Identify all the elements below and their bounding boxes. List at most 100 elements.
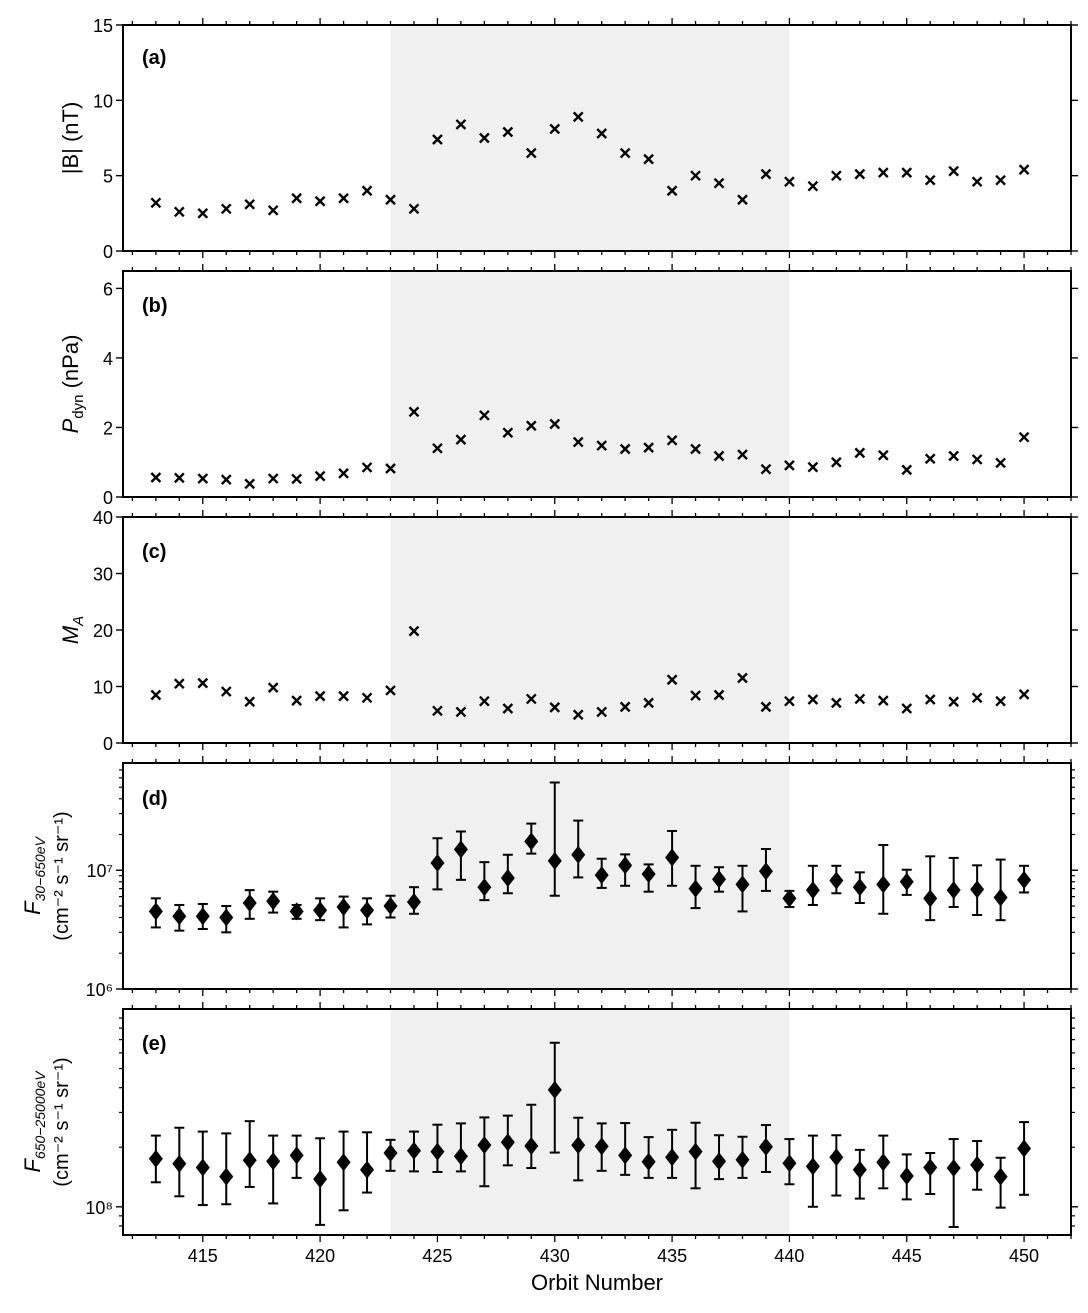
data-point-x bbox=[596, 706, 608, 718]
data-point-x bbox=[479, 695, 490, 707]
data-point-diamond bbox=[758, 862, 773, 881]
y-tick-label: 6 bbox=[103, 279, 113, 299]
data-point-x bbox=[596, 128, 608, 139]
data-point-x bbox=[549, 123, 561, 135]
y-ticks: 10⁶ 10⁷ bbox=[86, 769, 1078, 1000]
data-point-x bbox=[877, 695, 889, 706]
data-point-x bbox=[525, 420, 537, 432]
y-axis-unit-text: (cm⁻² s⁻¹ sr⁻¹) bbox=[51, 1057, 73, 1186]
data-point-x bbox=[361, 692, 373, 704]
data-point-x bbox=[948, 696, 960, 708]
data-point-diamond bbox=[336, 1153, 351, 1172]
y-tick-label: 20 bbox=[93, 621, 113, 641]
y-axis-label-text: Pdyn (nPa) bbox=[58, 335, 87, 434]
data-point-diamond bbox=[899, 1167, 914, 1186]
data-point-x bbox=[760, 701, 772, 713]
data-point-diamond bbox=[899, 872, 914, 891]
data-point-x bbox=[784, 695, 795, 707]
data-point-x bbox=[455, 706, 467, 718]
y-tick-label: 10⁶ bbox=[86, 980, 113, 1000]
data-point-x bbox=[666, 434, 678, 446]
y-axis-label: F30−650eV (cm⁻² s⁻¹ sr⁻¹) bbox=[20, 811, 73, 940]
y-axis-unit-text: (cm⁻² s⁻¹ sr⁻¹) bbox=[51, 811, 73, 940]
data-point-x bbox=[666, 674, 678, 686]
data-point-x bbox=[361, 185, 373, 197]
panel-frame bbox=[122, 516, 1072, 744]
data-point-x bbox=[737, 672, 748, 684]
y-tick-label: 10 bbox=[93, 91, 113, 111]
panel-frame bbox=[122, 762, 1072, 990]
data-point-x bbox=[314, 195, 326, 207]
y-axis-label: Pdyn (nPa) bbox=[58, 335, 87, 434]
data-series bbox=[150, 625, 1030, 721]
data-point-x bbox=[713, 450, 725, 462]
y-tick-label: 30 bbox=[93, 565, 113, 585]
data-point-diamond bbox=[336, 898, 351, 917]
data-point-x bbox=[971, 176, 983, 188]
data-point-diamond bbox=[594, 1137, 609, 1156]
data-point-x bbox=[619, 701, 631, 713]
data-point-diamond bbox=[266, 1152, 281, 1171]
data-point-x bbox=[220, 474, 232, 485]
data-point-diamond bbox=[219, 908, 234, 927]
data-point-diamond bbox=[829, 1148, 844, 1167]
data-point-diamond bbox=[360, 1160, 375, 1179]
data-point-x bbox=[666, 185, 678, 197]
data-point-diamond bbox=[1017, 870, 1032, 889]
data-point-x bbox=[291, 473, 302, 485]
y-tick-label: 2 bbox=[103, 418, 113, 438]
panel-c: 0 10 20 30 40 (c) MA bbox=[58, 508, 1078, 754]
data-point-x bbox=[408, 625, 420, 637]
data-point-diamond bbox=[735, 875, 750, 894]
data-point-x bbox=[807, 180, 819, 192]
y-tick-label: 10 bbox=[93, 678, 113, 698]
data-point-diamond bbox=[571, 1136, 586, 1155]
data-point-x bbox=[291, 695, 302, 706]
panel-e: 10⁸ 415 420 425 430 435 440 445 450 (e) F650−25000… bbox=[20, 1002, 1078, 1266]
data-point-x bbox=[314, 690, 326, 702]
data-point-x bbox=[408, 406, 420, 418]
data-point-x bbox=[901, 167, 913, 179]
data-point-x bbox=[572, 111, 584, 123]
data-point-diamond bbox=[946, 1159, 961, 1178]
data-point-x bbox=[619, 147, 631, 159]
data-point-x bbox=[432, 442, 443, 454]
y-tick-label: 0 bbox=[103, 242, 113, 262]
y-axis-label: |B| (nT) bbox=[58, 102, 83, 175]
data-point-x bbox=[549, 418, 561, 430]
y-ticks: 0 2 4 6 bbox=[103, 279, 1078, 508]
x-tick-label: 430 bbox=[540, 1246, 570, 1266]
data-series bbox=[150, 111, 1030, 219]
panel-label: (e) bbox=[142, 1033, 166, 1055]
data-point-diamond bbox=[289, 902, 304, 921]
data-point-x bbox=[690, 443, 701, 455]
shaded-region bbox=[390, 517, 790, 743]
data-series bbox=[148, 1041, 1032, 1229]
data-point-x bbox=[455, 119, 467, 130]
data-point-x bbox=[432, 134, 443, 145]
data-point-diamond bbox=[594, 866, 609, 885]
x-tick-label: 440 bbox=[774, 1246, 804, 1266]
data-point-x bbox=[314, 470, 326, 482]
y-tick-label: 40 bbox=[93, 508, 113, 528]
data-point-x bbox=[385, 194, 396, 206]
data-point-diamond bbox=[923, 889, 938, 908]
data-point-x bbox=[737, 194, 748, 206]
data-point-diamond bbox=[453, 1147, 468, 1166]
data-point-x bbox=[220, 203, 232, 215]
panel-label: (d) bbox=[142, 788, 168, 810]
y-axis-label-text: |B| (nT) bbox=[58, 102, 83, 175]
data-point-diamond bbox=[805, 881, 820, 900]
data-point-x bbox=[173, 472, 185, 484]
data-point-x bbox=[830, 697, 842, 709]
data-point-diamond bbox=[782, 1154, 797, 1173]
data-point-x bbox=[479, 409, 490, 421]
data-point-x bbox=[643, 442, 654, 453]
panels-group: 0 5 10 15 (a) |B| (nT) 0 2 4 6 (b) Pdyn (nPa) 0 10 20 3… bbox=[20, 16, 1078, 1266]
data-series bbox=[148, 781, 1032, 934]
x-axis-label: Orbit Number bbox=[531, 1270, 663, 1295]
data-point-x bbox=[408, 203, 420, 215]
data-point-diamond bbox=[805, 1157, 820, 1176]
data-point-x bbox=[291, 192, 302, 204]
data-point-x bbox=[877, 167, 889, 179]
